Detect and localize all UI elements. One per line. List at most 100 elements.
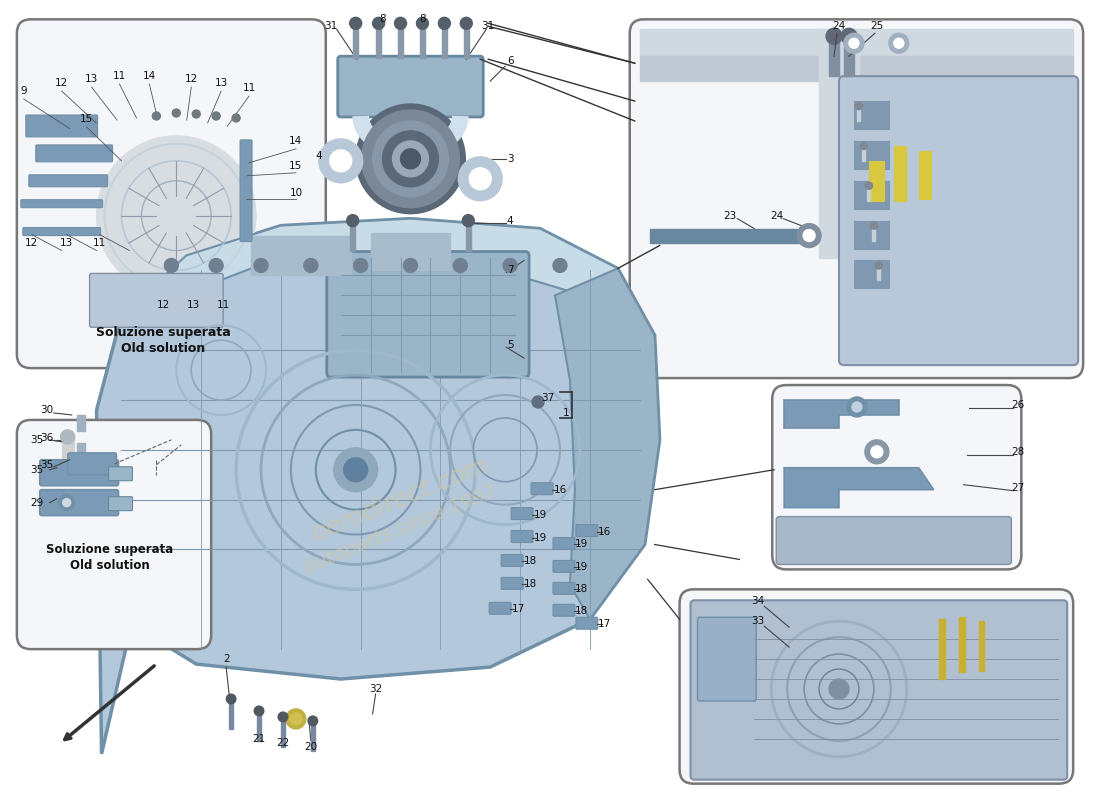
FancyBboxPatch shape (36, 145, 112, 162)
Text: 24: 24 (833, 22, 846, 31)
Circle shape (851, 402, 862, 412)
Text: 12: 12 (156, 300, 170, 310)
FancyBboxPatch shape (338, 56, 483, 117)
Circle shape (417, 18, 428, 30)
Bar (854, 101, 889, 129)
FancyBboxPatch shape (327, 251, 529, 377)
Bar (872, 226, 876, 241)
Circle shape (290, 713, 301, 725)
Text: 35: 35 (30, 465, 43, 474)
Circle shape (844, 34, 864, 54)
Circle shape (354, 258, 367, 273)
Circle shape (470, 168, 492, 190)
Bar (979, 622, 984, 671)
Circle shape (803, 230, 815, 242)
FancyBboxPatch shape (502, 554, 524, 566)
FancyBboxPatch shape (697, 618, 757, 701)
Text: 34: 34 (751, 596, 764, 606)
Text: 35: 35 (40, 460, 53, 470)
Bar (854, 181, 889, 209)
Circle shape (894, 38, 904, 48)
FancyBboxPatch shape (772, 385, 1022, 570)
Circle shape (856, 102, 862, 110)
Circle shape (453, 258, 468, 273)
Text: 14: 14 (289, 136, 302, 146)
Text: 10: 10 (289, 188, 302, 198)
Text: 30: 30 (40, 405, 53, 415)
Bar (77, 443, 85, 458)
Bar (251, 235, 351, 275)
FancyBboxPatch shape (512, 530, 534, 542)
Circle shape (889, 34, 909, 54)
Bar (854, 221, 889, 249)
Text: 26: 26 (1012, 400, 1025, 410)
Circle shape (460, 18, 472, 30)
Text: 9: 9 (21, 86, 28, 96)
Bar (442, 23, 447, 58)
Circle shape (58, 494, 75, 510)
Text: 31: 31 (324, 22, 338, 31)
Text: 28: 28 (1012, 447, 1025, 457)
Circle shape (304, 258, 318, 273)
FancyBboxPatch shape (21, 200, 102, 208)
Circle shape (462, 214, 474, 226)
Polygon shape (784, 468, 934, 508)
Text: 4: 4 (507, 216, 514, 226)
FancyBboxPatch shape (553, 538, 575, 550)
FancyBboxPatch shape (680, 590, 1074, 784)
FancyBboxPatch shape (553, 604, 575, 616)
FancyBboxPatch shape (89, 274, 223, 327)
Text: 12: 12 (25, 238, 39, 247)
Circle shape (254, 706, 264, 716)
FancyBboxPatch shape (576, 618, 597, 630)
Bar (420, 23, 425, 58)
Bar (465, 221, 471, 250)
Circle shape (343, 458, 367, 482)
Circle shape (871, 446, 883, 458)
Circle shape (227, 694, 235, 704)
Text: 19: 19 (534, 510, 547, 520)
Circle shape (192, 110, 200, 118)
Bar (894, 146, 905, 201)
Circle shape (173, 109, 180, 117)
FancyBboxPatch shape (109, 466, 132, 481)
Bar (257, 711, 261, 741)
Bar (958, 618, 965, 672)
Bar (854, 261, 889, 288)
Circle shape (346, 214, 359, 226)
FancyBboxPatch shape (502, 578, 524, 590)
Circle shape (842, 28, 857, 44)
FancyBboxPatch shape (777, 517, 1011, 565)
Text: 20: 20 (305, 742, 318, 752)
Text: 15: 15 (289, 161, 302, 171)
Circle shape (97, 136, 256, 295)
Circle shape (286, 709, 306, 729)
Circle shape (849, 38, 859, 48)
FancyBboxPatch shape (691, 600, 1067, 780)
Text: 31: 31 (482, 22, 495, 31)
Circle shape (865, 440, 889, 464)
Text: 22: 22 (276, 738, 289, 748)
Bar (376, 23, 381, 58)
Text: Soluzione superata: Soluzione superata (46, 543, 173, 556)
FancyBboxPatch shape (629, 19, 1084, 378)
Text: Old solution: Old solution (121, 342, 206, 354)
Bar (862, 146, 866, 161)
Text: 19: 19 (575, 562, 589, 573)
Text: 18: 18 (575, 584, 589, 594)
Text: 24: 24 (771, 210, 784, 221)
Bar (938, 619, 945, 679)
FancyBboxPatch shape (16, 420, 211, 649)
Text: 11: 11 (217, 300, 230, 310)
FancyBboxPatch shape (40, 490, 119, 515)
Text: 33: 33 (751, 616, 764, 626)
Text: 15: 15 (80, 114, 94, 124)
Bar (77, 415, 85, 431)
Text: 12: 12 (185, 74, 198, 84)
Circle shape (866, 182, 872, 190)
Text: 27: 27 (1012, 482, 1025, 493)
Text: 8: 8 (419, 14, 426, 24)
Circle shape (876, 262, 882, 269)
Text: 19: 19 (575, 539, 589, 550)
Text: 5: 5 (507, 340, 514, 350)
